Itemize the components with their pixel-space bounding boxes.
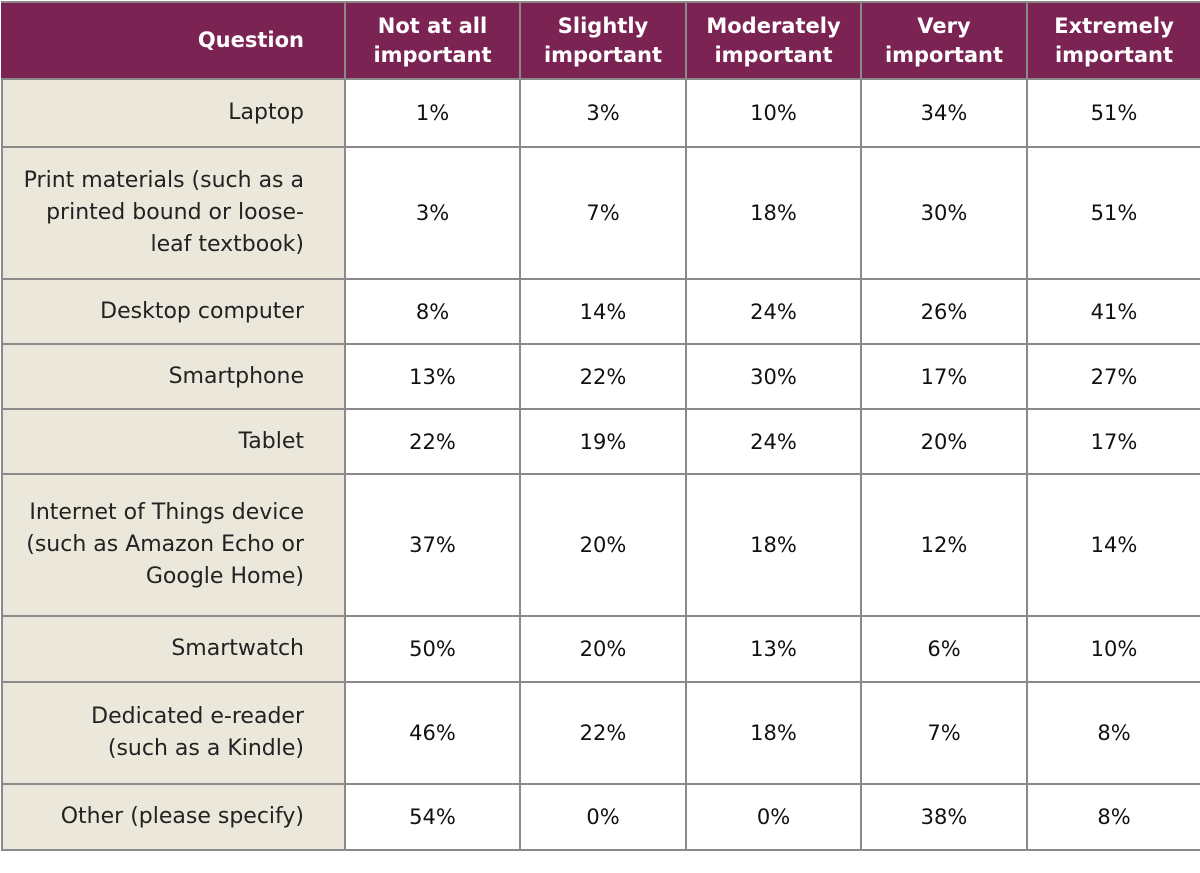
value-cell-extremely: 51%	[1026, 146, 1200, 280]
value-cell-moderately: 24%	[685, 408, 862, 475]
value-cell-moderately: 0%	[685, 783, 862, 851]
value-cell-very: 34%	[860, 78, 1028, 148]
value-cell-moderately: 18%	[685, 681, 862, 785]
value-cell-not-at-all: 3%	[344, 146, 521, 280]
header-line: important	[1054, 42, 1174, 67]
table-row: Laptop 1% 3% 10% 34% 51%	[1, 78, 1200, 148]
question-line: Internet of Things device	[29, 500, 304, 525]
value-cell-not-at-all: 22%	[344, 408, 521, 475]
question-cell: Desktop computer	[1, 278, 346, 345]
question-cell: Laptop	[1, 78, 346, 148]
question-line: Smartphone	[168, 363, 304, 389]
table-row: Smartwatch 50% 20% 13% 6% 10%	[1, 615, 1200, 683]
value-cell-extremely: 10%	[1026, 615, 1200, 683]
header-line: Very	[917, 13, 971, 38]
survey-table: Question Not at all important Slightly i…	[1, 1, 1200, 851]
value-cell-slightly: 20%	[519, 473, 687, 617]
value-cell-slightly: 0%	[519, 783, 687, 851]
value-cell-slightly: 22%	[519, 343, 687, 410]
header-line: Not at all	[377, 13, 488, 38]
value-cell-not-at-all: 50%	[344, 615, 521, 683]
table-row: Smartphone 13% 22% 30% 17% 27%	[1, 343, 1200, 410]
table-row: Internet of Things device (such as Amazo…	[1, 473, 1200, 617]
value-cell-very: 26%	[860, 278, 1028, 345]
question-cell: Internet of Things device (such as Amazo…	[1, 473, 346, 617]
header-line: important	[884, 42, 1004, 67]
question-line: (such as Amazon Echo or	[26, 532, 304, 557]
value-cell-slightly: 3%	[519, 78, 687, 148]
table-row: Desktop computer 8% 14% 24% 26% 41%	[1, 278, 1200, 345]
value-cell-very: 12%	[860, 473, 1028, 617]
header-slightly-important: Slightly important	[519, 1, 687, 80]
value-cell-very: 30%	[860, 146, 1028, 280]
question-line: Desktop computer	[100, 298, 304, 324]
question-cell: Smartphone	[1, 343, 346, 410]
header-moderately-important: Moderately important	[685, 1, 862, 80]
question-line: Print materials (such as a	[23, 168, 304, 193]
value-cell-not-at-all: 8%	[344, 278, 521, 345]
value-cell-moderately: 10%	[685, 78, 862, 148]
value-cell-slightly: 20%	[519, 615, 687, 683]
value-cell-slightly: 19%	[519, 408, 687, 475]
question-cell: Smartwatch	[1, 615, 346, 683]
header-extremely-important: Extremely important	[1026, 1, 1200, 80]
question-cell: Print materials (such as a printed bound…	[1, 146, 346, 280]
question-line: (such as a Kindle)	[107, 736, 304, 761]
header-line: important	[543, 42, 663, 67]
value-cell-not-at-all: 1%	[344, 78, 521, 148]
header-line: Slightly	[557, 13, 649, 38]
question-line: leaf textbook)	[150, 232, 305, 257]
value-cell-slightly: 7%	[519, 146, 687, 280]
table-row: Print materials (such as a printed bound…	[1, 146, 1200, 280]
question-line: printed bound or loose-	[46, 200, 304, 225]
table-row: Dedicated e-reader (such as a Kindle) 46…	[1, 681, 1200, 785]
value-cell-extremely: 51%	[1026, 78, 1200, 148]
value-cell-very: 17%	[860, 343, 1028, 410]
header-line: important	[373, 42, 492, 67]
value-cell-slightly: 14%	[519, 278, 687, 345]
header-not-at-all-important: Not at all important	[344, 1, 521, 80]
header-line: Extremely	[1054, 13, 1174, 38]
value-cell-extremely: 27%	[1026, 343, 1200, 410]
question-cell: Other (please specify)	[1, 783, 346, 851]
value-cell-moderately: 13%	[685, 615, 862, 683]
value-cell-moderately: 18%	[685, 146, 862, 280]
table-row: Tablet 22% 19% 24% 20% 17%	[1, 408, 1200, 475]
header-question: Question	[1, 1, 346, 80]
question-cell: Tablet	[1, 408, 346, 475]
value-cell-not-at-all: 37%	[344, 473, 521, 617]
header-very-important: Very important	[860, 1, 1028, 80]
header-line: important	[714, 42, 833, 67]
question-line: Tablet	[238, 428, 304, 454]
table-header: Question Not at all important Slightly i…	[1, 1, 1200, 80]
header-row: Question Not at all important Slightly i…	[1, 1, 1200, 80]
question-line: Smartwatch	[171, 636, 304, 661]
value-cell-not-at-all: 46%	[344, 681, 521, 785]
question-line: Google Home)	[145, 564, 304, 589]
question-line: Dedicated e-reader	[91, 704, 304, 729]
value-cell-very: 20%	[860, 408, 1028, 475]
value-cell-extremely: 17%	[1026, 408, 1200, 475]
value-cell-extremely: 41%	[1026, 278, 1200, 345]
value-cell-slightly: 22%	[519, 681, 687, 785]
value-cell-moderately: 18%	[685, 473, 862, 617]
value-cell-extremely: 8%	[1026, 783, 1200, 851]
question-cell: Dedicated e-reader (such as a Kindle)	[1, 681, 346, 785]
question-line: Other (please specify)	[60, 804, 304, 829]
value-cell-not-at-all: 13%	[344, 343, 521, 410]
value-cell-moderately: 24%	[685, 278, 862, 345]
value-cell-very: 38%	[860, 783, 1028, 851]
question-line: Laptop	[228, 100, 304, 125]
value-cell-very: 7%	[860, 681, 1028, 785]
value-cell-extremely: 8%	[1026, 681, 1200, 785]
table-body: Laptop 1% 3% 10% 34% 51% Print materials…	[1, 78, 1200, 851]
table-row: Other (please specify) 54% 0% 0% 38% 8%	[1, 783, 1200, 851]
value-cell-not-at-all: 54%	[344, 783, 521, 851]
value-cell-very: 6%	[860, 615, 1028, 683]
value-cell-moderately: 30%	[685, 343, 862, 410]
header-line: Moderately	[706, 13, 841, 38]
value-cell-extremely: 14%	[1026, 473, 1200, 617]
